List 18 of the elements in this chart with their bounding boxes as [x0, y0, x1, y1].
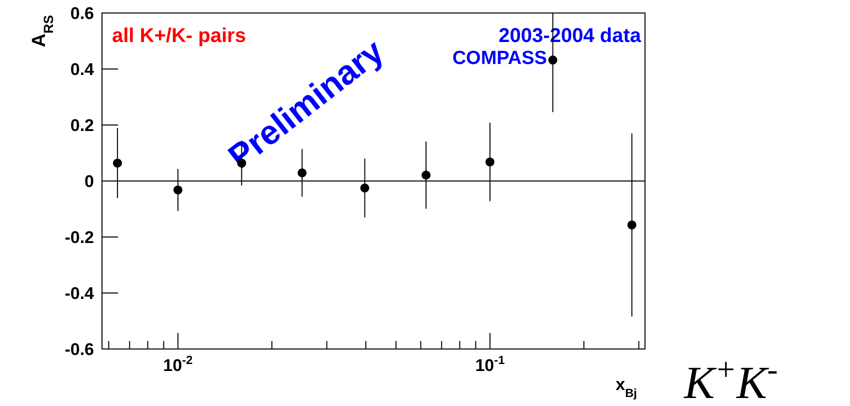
y-tick-label: -0.6 — [64, 340, 94, 359]
x-tick-label: 10$^{-1}$ — [475, 353, 506, 375]
y-tick-label: 0 — [84, 172, 94, 191]
point — [298, 168, 307, 178]
y-tick-label: 0.4 — [70, 60, 95, 79]
y-tick-label: -0.2 — [64, 228, 94, 247]
point — [173, 185, 182, 194]
point — [548, 56, 558, 65]
annotation: COMPASS — [452, 48, 547, 69]
y-tick-label: 0.6 — [70, 4, 94, 23]
point — [360, 184, 370, 192]
y-tick-label: 0.2 — [70, 116, 94, 135]
x-tick-label: 10$^{-2}$ — [163, 353, 194, 375]
point — [422, 170, 431, 180]
text: K$^{+}$K$^{-}$ — [683, 351, 778, 406]
y-tick-label: -0.4 — [64, 284, 95, 303]
x-axis-title: x$_{Bj}$ — [616, 375, 637, 400]
point — [485, 157, 494, 166]
